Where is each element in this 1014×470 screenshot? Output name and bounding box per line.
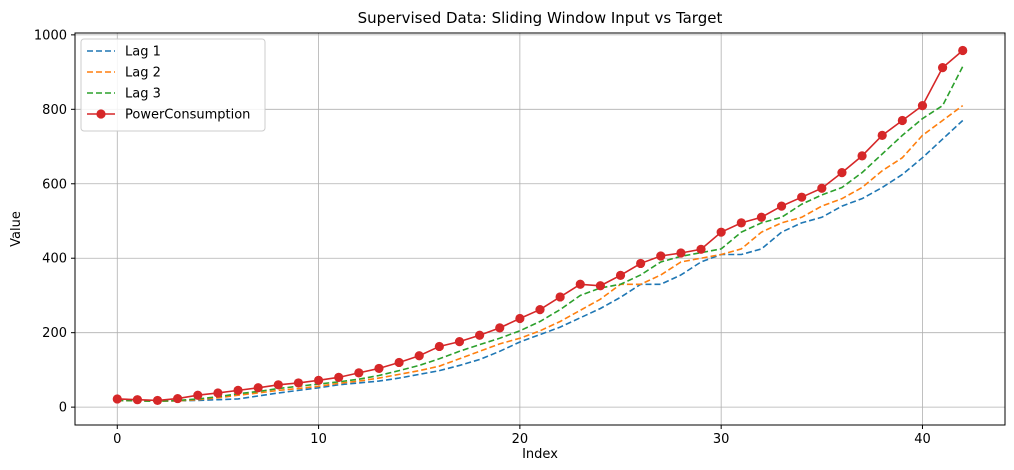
data-point: [434, 341, 444, 352]
series-layer: [112, 45, 968, 406]
data-point: [555, 292, 565, 302]
data-point: [495, 323, 505, 333]
data-point: [354, 368, 364, 378]
data-point: [193, 390, 203, 400]
series-line-lag-3: [117, 66, 964, 402]
x-tick-label: 10: [310, 432, 327, 447]
data-point: [656, 251, 666, 261]
y-tick-label: 800: [42, 103, 67, 118]
y-tick-label: 1000: [34, 28, 67, 43]
data-point: [394, 357, 404, 368]
data-point: [837, 168, 847, 178]
data-point: [857, 151, 867, 161]
x-axis: 0 10 20 30 40: [113, 425, 931, 447]
x-tick-label: 30: [713, 432, 730, 447]
data-point: [253, 383, 263, 393]
x-axis-label: Index: [522, 447, 558, 462]
data-point: [716, 227, 726, 237]
data-point: [112, 394, 122, 404]
legend-box: [80, 38, 266, 132]
series-line-lag-1: [117, 119, 964, 402]
data-point: [877, 130, 887, 140]
legend: Lag 1 Lag 2 Lag 3 PowerConsumption: [80, 38, 266, 132]
series-line-lag-2: [117, 104, 964, 402]
data-point: [334, 372, 344, 382]
data-point: [152, 395, 163, 406]
data-point: [595, 281, 605, 291]
data-point: [213, 388, 223, 398]
data-point: [293, 378, 304, 388]
data-point: [132, 395, 143, 405]
data-point: [756, 212, 767, 222]
x-tick-label: 0: [113, 432, 121, 447]
data-point: [273, 380, 283, 390]
y-tick-label: 400: [42, 252, 67, 267]
legend-label: Lag 3: [125, 87, 161, 102]
legend-label: PowerConsumption: [125, 108, 250, 123]
data-point: [535, 304, 545, 315]
data-point: [173, 393, 183, 404]
data-point: [475, 330, 485, 340]
data-point: [958, 45, 968, 56]
data-point: [374, 363, 384, 374]
data-point: [454, 337, 465, 347]
data-point: [776, 201, 787, 211]
data-point: [676, 248, 686, 258]
data-point: [575, 279, 585, 289]
data-point: [313, 375, 324, 385]
plot-area-frame: [74, 32, 1006, 426]
chart-title: Supervised Data: Sliding Window Input vs…: [358, 9, 723, 27]
legend-label: Lag 2: [125, 66, 161, 81]
data-point: [615, 270, 626, 280]
data-point: [233, 385, 243, 395]
data-point: [636, 258, 646, 269]
y-tick-label: 200: [42, 326, 67, 341]
y-tick-label: 0: [59, 401, 67, 416]
data-point: [736, 218, 746, 228]
legend-marker: [96, 109, 106, 119]
data-point: [897, 115, 907, 126]
legend-label: Lag 1: [125, 45, 161, 60]
data-point: [515, 313, 525, 324]
data-point: [414, 351, 424, 361]
data-point: [917, 100, 928, 111]
x-tick-label: 20: [512, 432, 529, 447]
data-point: [817, 183, 827, 193]
x-tick-label: 40: [914, 432, 931, 447]
data-point: [937, 63, 948, 73]
y-tick-label: 600: [42, 177, 67, 192]
data-point: [797, 192, 807, 202]
plot-grid: [75, 33, 1005, 425]
y-axis-label: Value: [9, 211, 24, 247]
y-axis: 0 200 400 600 800 1000: [34, 28, 75, 416]
data-point: [696, 244, 706, 254]
